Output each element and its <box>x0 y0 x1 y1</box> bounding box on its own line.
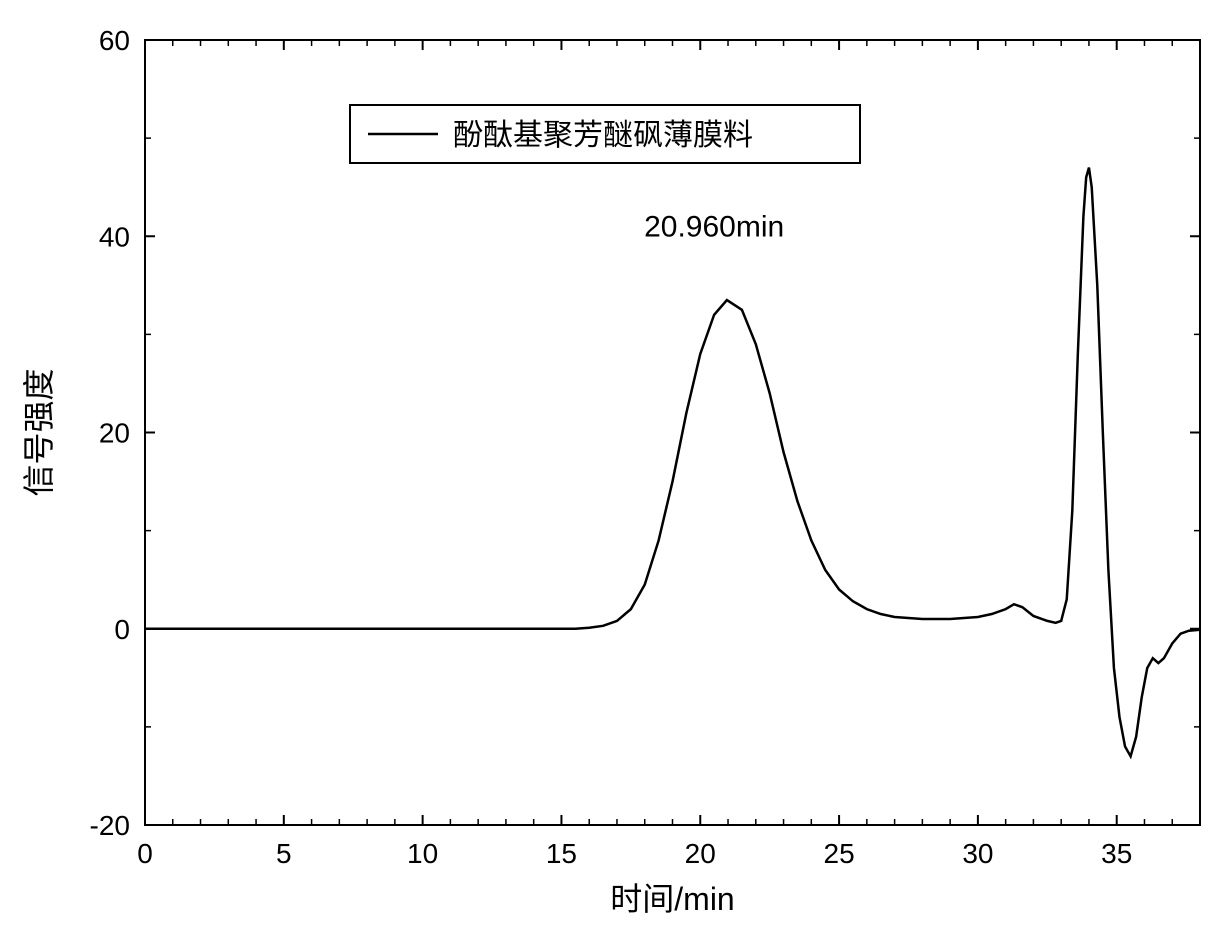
signal-curve <box>145 168 1200 757</box>
legend-label: 酚酞基聚芳醚砜薄膜料 <box>453 119 753 152</box>
x-tick-label: 0 <box>137 838 153 869</box>
y-tick-label: 20 <box>99 418 130 449</box>
chromatogram-chart: 05101520253035-200204060时间/min信号强度酚酞基聚芳醚… <box>0 0 1230 940</box>
y-tick-label: 60 <box>99 25 130 56</box>
chart-svg: 05101520253035-200204060时间/min信号强度酚酞基聚芳醚… <box>0 0 1230 940</box>
x-tick-label: 5 <box>276 838 292 869</box>
y-tick-label: 0 <box>114 614 130 645</box>
x-tick-label: 15 <box>546 838 577 869</box>
x-tick-label: 25 <box>824 838 855 869</box>
x-tick-label: 35 <box>1101 838 1132 869</box>
x-tick-label: 20 <box>685 838 716 869</box>
y-tick-label: 40 <box>99 221 130 252</box>
x-tick-label: 10 <box>407 838 438 869</box>
peak-annotation: 20.960min <box>644 210 784 243</box>
y-tick-label: -20 <box>90 810 130 841</box>
x-tick-label: 30 <box>962 838 993 869</box>
y-axis-label: 信号强度 <box>21 368 57 496</box>
x-axis-label: 时间/min <box>610 881 734 917</box>
